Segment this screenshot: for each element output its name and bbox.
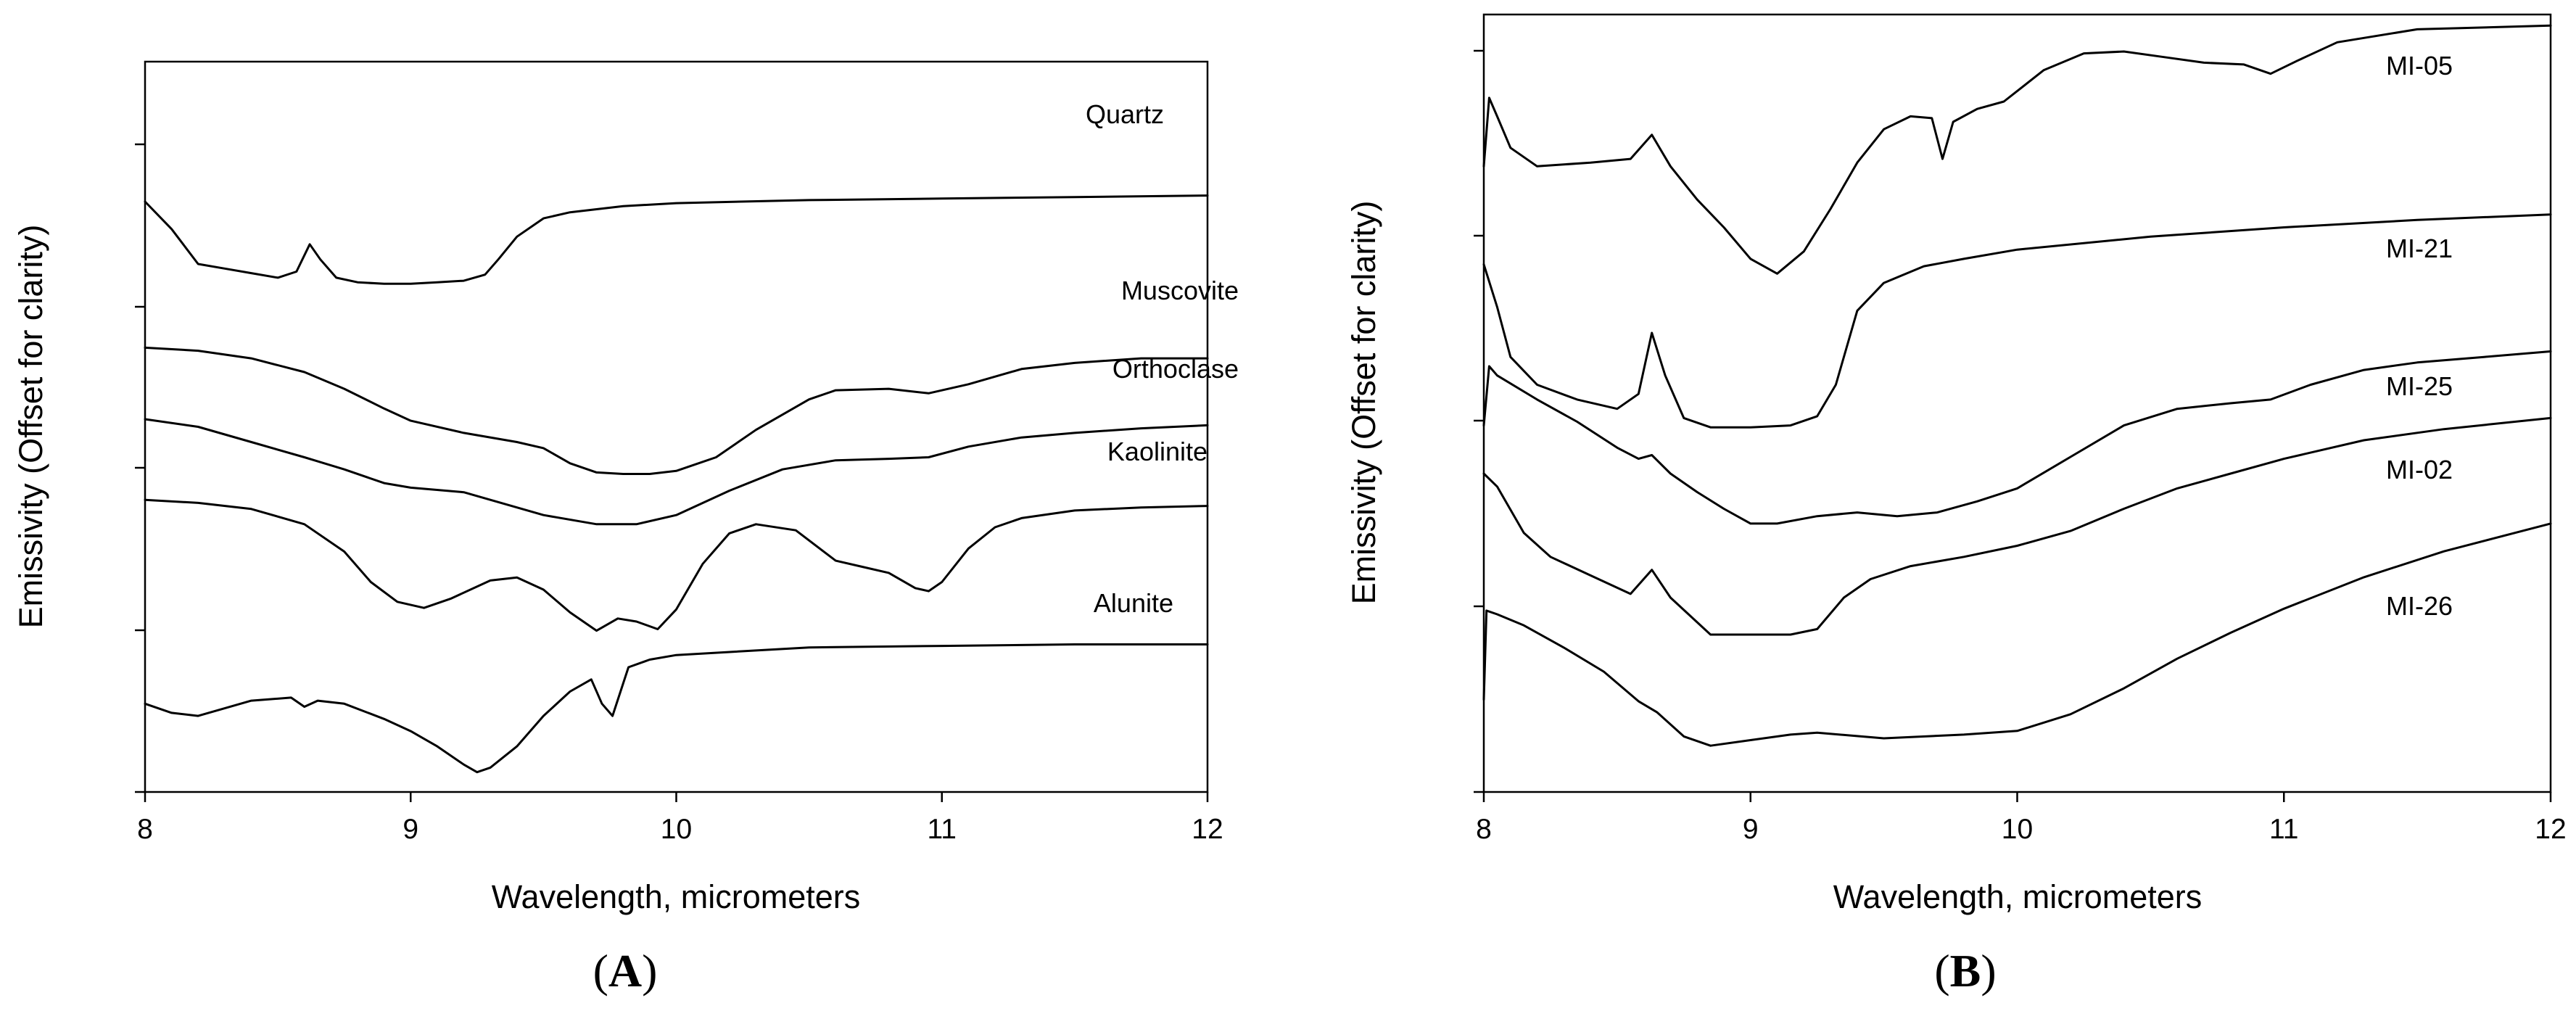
series-label: Orthoclase xyxy=(1112,354,1239,384)
x-tick-label: 11 xyxy=(2269,814,2299,845)
series-line-alunite xyxy=(144,643,1209,774)
panel-label: (A) xyxy=(593,945,658,996)
x-tick-label: 11 xyxy=(928,814,957,845)
series-label: MI-02 xyxy=(2386,455,2453,484)
series-line-quartz xyxy=(144,194,1209,285)
plot-frame xyxy=(1482,13,2552,793)
panel-a: 8 9 10 11 12 Wavelength, micrometers Emissivit… xyxy=(12,60,1239,996)
series-line-muscovite xyxy=(144,346,1209,475)
x-axis-title: Wavelength, micrometers xyxy=(492,878,861,915)
x-tick-label: 8 xyxy=(137,814,153,845)
x-tick-label: 9 xyxy=(1743,814,1759,845)
series-label: Kaolinite xyxy=(1107,437,1208,466)
series-label: Muscovite xyxy=(1121,276,1239,305)
panel-label: (B) xyxy=(1934,945,1996,996)
series-line-mi-26 xyxy=(1482,522,2552,747)
series-line-kaolinite xyxy=(144,498,1209,632)
series-label: MI-21 xyxy=(2386,234,2453,263)
series-label: MI-05 xyxy=(2386,51,2453,81)
x-tick-label: 10 xyxy=(661,814,692,845)
y-axis-title: Emissivity (Offset for clarity) xyxy=(12,225,49,629)
plot-frame xyxy=(144,60,1209,793)
series-line-mi-02 xyxy=(1482,416,2552,636)
series-label: MI-26 xyxy=(2386,591,2453,621)
y-axis-title: Emissivity (Offset for clarity) xyxy=(1345,201,1382,605)
series-label: Quartz xyxy=(1086,99,1164,129)
series-label: MI-25 xyxy=(2386,371,2453,401)
x-axis-title: Wavelength, micrometers xyxy=(1833,878,2203,915)
series-line-mi-21 xyxy=(1482,213,2552,429)
series-label: Alunite xyxy=(1094,588,1173,618)
x-tick-label: 8 xyxy=(1476,814,1492,845)
series-line-mi-05 xyxy=(1482,24,2552,275)
panel-b: 8 9 10 11 12 Wavelength, micrometers Emissivit… xyxy=(1345,13,2567,996)
x-tick-label: 12 xyxy=(1192,814,1223,845)
x-tick-label: 9 xyxy=(402,814,418,845)
x-tick-label: 12 xyxy=(2535,814,2566,845)
x-tick-label: 10 xyxy=(2002,814,2033,845)
series-line-mi-25 xyxy=(1482,350,2552,525)
series-line-orthoclase xyxy=(144,418,1209,526)
